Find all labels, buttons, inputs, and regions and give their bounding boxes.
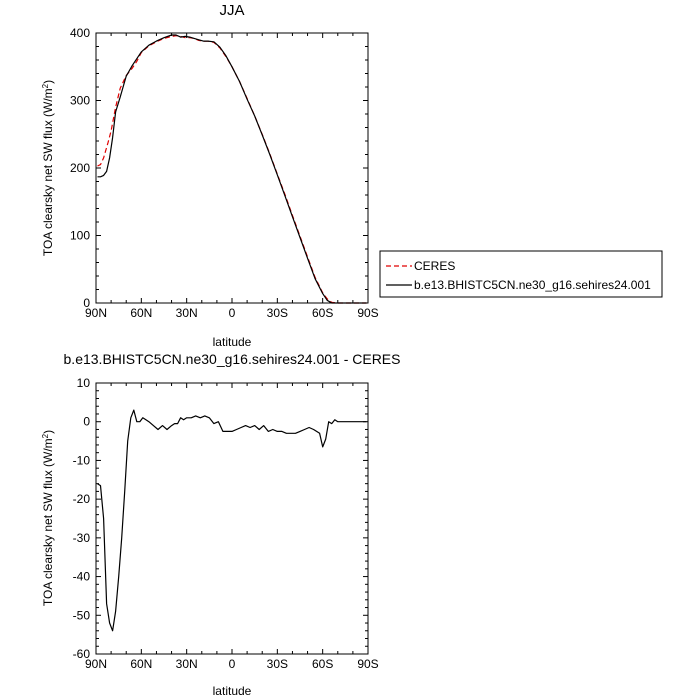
x-tick-label: 90S [357, 306, 378, 320]
y-tick-label: 100 [70, 229, 90, 243]
top-plot-frame [95, 32, 369, 304]
y-tick-label: 0 [83, 415, 90, 429]
top-chart-title: JJA [219, 2, 244, 19]
x-tick-label: 60N [130, 657, 152, 671]
y-tick-label: 0 [83, 296, 90, 310]
y-tick-label: -20 [73, 492, 91, 506]
bottom-panel: b.e13.BHISTC5CN.ne30_g16.sehires24.001 -… [41, 351, 400, 698]
y-tick-label: 400 [70, 26, 90, 40]
series-line-1 [97, 409, 367, 632]
y-tick-label: -40 [73, 570, 91, 584]
legend-label-model: b.e13.BHISTC5CN.ne30_g16.sehires24.001 [414, 278, 651, 292]
legend-box [379, 250, 663, 298]
x-tick-label: 0 [229, 306, 236, 320]
x-tick-label: 60S [312, 657, 333, 671]
bottom-plot-frame [95, 382, 369, 655]
bottom-tick-labels: 90N 60N 30N 0 30S 60S 90S -60 -50 -40 -30 -20 -10 0 10 [73, 376, 379, 671]
top-panel: JJA 90N 60N 30N 0 30S 60S 90S 0 100 200 300 400 lat… [41, 2, 379, 349]
y-tick-label: 10 [77, 376, 91, 390]
top-y-axis-label-superscript: 2 [41, 83, 50, 88]
top-y-axis-label-close: ) [41, 80, 55, 84]
y-tick-label: -50 [73, 608, 91, 622]
bottom-y-axis-label-text: TOA clearsky net SW flux (W/m [41, 438, 55, 606]
top-ticks [95, 32, 369, 304]
top-y-axis-label: TOA clearsky net SW flux (W/m2) [41, 80, 55, 256]
top-x-axis-label: latitude [213, 335, 252, 349]
y-tick-label: 200 [70, 161, 90, 175]
series-line-2 [97, 34, 367, 304]
bottom-y-axis-label-close: ) [41, 430, 55, 434]
top-y-axis-label-text: TOA clearsky net SW flux (W/m [41, 88, 55, 256]
y-tick-label: 300 [70, 94, 90, 108]
x-tick-label: 30N [176, 657, 198, 671]
bottom-x-axis-label: latitude [213, 684, 252, 698]
bottom-y-axis-label-superscript: 2 [41, 433, 50, 438]
y-tick-label: -10 [73, 453, 91, 467]
bottom-chart-title: b.e13.BHISTC5CN.ne30_g16.sehires24.001 -… [64, 351, 401, 367]
x-tick-label: 30S [267, 657, 288, 671]
legend-label-ceres: CERES [414, 259, 455, 273]
x-tick-label: 90S [357, 657, 378, 671]
legend: CERES b.e13.BHISTC5CN.ne30_g16.sehires24… [379, 250, 663, 298]
top-series-lines [97, 34, 367, 304]
x-tick-label: 30S [267, 306, 288, 320]
x-tick-label: 30N [176, 306, 198, 320]
bottom-series-lines [97, 409, 367, 632]
x-tick-label: 90N [85, 306, 107, 320]
x-tick-label: 90N [85, 657, 107, 671]
y-tick-label: -60 [73, 647, 91, 661]
bottom-y-axis-label: TOA clearsky net SW flux (W/m2) [41, 430, 55, 606]
series-line-1 [97, 35, 367, 304]
y-tick-label: -30 [73, 531, 91, 545]
x-tick-label: 0 [229, 657, 236, 671]
x-tick-label: 60N [130, 306, 152, 320]
x-tick-label: 60S [312, 306, 333, 320]
top-tick-labels: 90N 60N 30N 0 30S 60S 90S 0 100 200 300 400 [70, 26, 379, 320]
bottom-ticks [95, 382, 369, 655]
